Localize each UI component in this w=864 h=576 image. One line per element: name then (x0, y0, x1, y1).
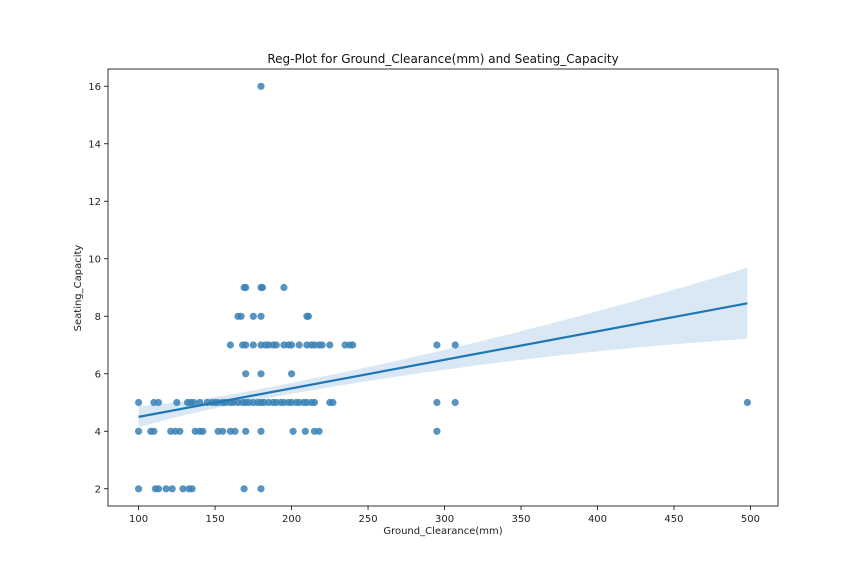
data-point (226, 341, 234, 349)
data-point (257, 485, 265, 493)
data-point (249, 312, 257, 320)
data-point (451, 341, 459, 349)
data-point (199, 427, 207, 435)
data-point (154, 485, 163, 493)
data-point (242, 427, 250, 435)
y-tick-label: 2 (95, 484, 101, 495)
y-tick-label: 14 (88, 139, 101, 150)
data-point (451, 398, 459, 407)
data-point (304, 312, 312, 320)
y-axis-ticks: 2 4 6 8 10 12 14 16 (88, 82, 108, 495)
data-point (257, 427, 265, 435)
data-point (162, 485, 170, 493)
x-tick-label: 200 (282, 514, 301, 525)
data-point (188, 485, 196, 493)
y-tick-label: 16 (88, 82, 101, 93)
x-tick-label: 300 (435, 514, 454, 525)
data-point (272, 341, 280, 349)
data-point (237, 312, 245, 320)
data-point (257, 82, 265, 90)
x-tick-label: 250 (358, 514, 377, 525)
data-point (310, 398, 319, 407)
data-point (329, 398, 337, 407)
data-point (240, 485, 248, 493)
x-tick-label: 500 (741, 514, 760, 525)
data-point (326, 341, 334, 349)
data-point (288, 370, 296, 378)
data-point (289, 427, 297, 435)
plot-frame (107, 68, 779, 507)
data-point (258, 283, 267, 292)
regression-line-layer (138, 302, 748, 418)
y-tick-label: 12 (88, 197, 101, 208)
y-tick-label: 8 (95, 312, 101, 323)
data-point (219, 427, 227, 435)
data-point (433, 341, 441, 349)
data-point (242, 341, 250, 349)
x-tick-label: 350 (511, 514, 530, 525)
data-point (135, 398, 143, 407)
x-axis-label: Ground_Clearance(mm) (383, 526, 502, 537)
data-point (179, 485, 187, 493)
data-point (257, 370, 265, 378)
x-tick-label: 100 (129, 514, 148, 525)
chart-title: Reg-Plot for Ground_Clearance(mm) and Se… (267, 52, 618, 66)
scatter-points-layer (135, 82, 752, 493)
regression-line (138, 302, 748, 418)
x-tick-label: 150 (206, 514, 225, 525)
data-point (349, 341, 357, 349)
data-point (295, 341, 303, 349)
data-point (176, 427, 184, 435)
data-point (173, 398, 181, 407)
data-point (154, 398, 163, 407)
data-point (433, 398, 441, 407)
data-point (301, 427, 309, 435)
data-point (743, 398, 752, 407)
data-point (249, 341, 257, 349)
y-axis-label: Seating_Capacity (73, 245, 84, 332)
data-point (240, 283, 248, 292)
data-point (135, 485, 143, 493)
x-axis-ticks: 100 150 200 250 300 350 400 450 500 (129, 506, 760, 525)
data-point (318, 341, 326, 349)
x-tick-label: 450 (664, 514, 683, 525)
y-tick-label: 6 (95, 369, 101, 380)
data-point (315, 427, 323, 435)
data-point (231, 427, 239, 435)
data-point (150, 427, 158, 435)
data-point (190, 398, 198, 407)
data-point (135, 427, 143, 435)
x-tick-label: 400 (588, 514, 607, 525)
y-tick-label: 4 (95, 427, 101, 438)
data-point (168, 485, 176, 493)
data-point (257, 312, 265, 320)
data-point (433, 427, 441, 435)
data-point (280, 283, 288, 292)
data-point (288, 341, 296, 349)
data-point (242, 370, 250, 378)
y-tick-label: 10 (88, 254, 101, 265)
